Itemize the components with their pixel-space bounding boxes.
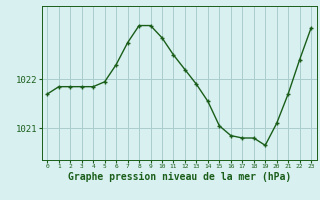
X-axis label: Graphe pression niveau de la mer (hPa): Graphe pression niveau de la mer (hPa) [68, 172, 291, 182]
